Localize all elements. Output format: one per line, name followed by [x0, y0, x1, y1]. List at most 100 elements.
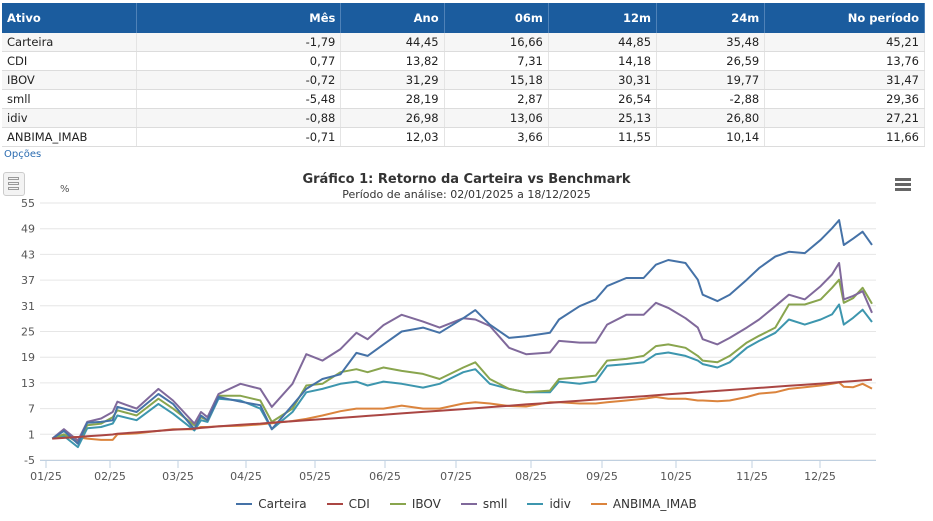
y-tick-label: 55 — [21, 197, 35, 210]
y-tick-label: 13 — [21, 377, 35, 390]
series-line-carteira — [51, 219, 873, 445]
return-value: 30,31 — [548, 70, 658, 90]
asset-name: ANBIMA_IMAB — [2, 127, 138, 147]
options-link[interactable]: Opções — [4, 149, 42, 160]
legend-item-ibov[interactable]: IBOV — [389, 497, 441, 511]
y-tick-label: 25 — [21, 326, 35, 339]
series-line-ibov — [51, 278, 873, 444]
table-row: ANBIMA_IMAB -0,71 12,03 3,66 11,55 10,14 11,66 — [2, 127, 925, 147]
series-line-cdi — [52, 378, 873, 440]
y-tick-label: 7 — [28, 403, 35, 416]
return-value: 0,77 — [136, 51, 342, 71]
chart-menu-button[interactable] — [895, 178, 911, 193]
return-value: -0,72 — [136, 70, 342, 90]
col-ativo[interactable]: Ativo — [2, 3, 138, 33]
col-mes[interactable]: Mês — [136, 3, 342, 33]
asset-name: IBOV — [2, 70, 138, 90]
series-line-idiv — [52, 303, 873, 449]
legend-item-carteira[interactable]: Carteira — [236, 497, 307, 511]
y-axis-unit: % — [60, 184, 70, 195]
x-tick-label: 07/25 — [440, 470, 472, 483]
return-value: 15,18 — [444, 70, 549, 90]
legend-item-idiv[interactable]: idiv — [527, 497, 571, 511]
table-header-row: Ativo Mês Ano 06m 12m 24m No período — [2, 3, 925, 33]
table-row: IBOV -0,72 31,29 15,18 30,31 19,77 31,47 — [2, 70, 925, 90]
col-24m[interactable]: 24m — [656, 3, 766, 33]
return-value: -2,88 — [656, 89, 766, 109]
chart-subtitle: Período de análise: 02/01/2025 a 18/12/2… — [342, 188, 591, 201]
legend-swatch — [326, 503, 343, 505]
return-value: 31,29 — [340, 70, 445, 90]
x-tick-label: 09/25 — [586, 470, 618, 483]
return-value: 26,98 — [340, 108, 445, 128]
return-value: 11,66 — [764, 127, 925, 147]
legend-swatch — [460, 503, 477, 505]
chart-title: Gráfico 1: Retorno da Carteira vs Benchm… — [302, 172, 631, 187]
legend-label: idiv — [549, 497, 571, 511]
return-value: 26,80 — [656, 108, 766, 128]
return-value: 29,36 — [764, 89, 925, 109]
return-value: 27,21 — [764, 108, 925, 128]
x-tick-label: 05/25 — [299, 470, 331, 483]
return-value: -5,48 — [136, 89, 342, 109]
x-tick-label: 02/25 — [94, 470, 126, 483]
legend-swatch — [389, 503, 406, 505]
return-value: 45,21 — [764, 33, 925, 52]
return-value: 12,03 — [340, 127, 445, 147]
legend-swatch — [527, 503, 544, 505]
x-tick-label: 10/25 — [660, 470, 692, 483]
return-value: 3,66 — [444, 127, 549, 147]
legend-label: IBOV — [411, 497, 441, 511]
legend-label: CDI — [348, 497, 370, 511]
legend-swatch — [236, 503, 253, 505]
legend-toggle-button[interactable] — [3, 172, 25, 196]
x-tick-label: 08/25 — [515, 470, 547, 483]
x-tick-label: 03/25 — [162, 470, 194, 483]
return-value: -0,88 — [136, 108, 342, 128]
return-value: 26,54 — [548, 89, 658, 109]
asset-name: idiv — [2, 108, 138, 128]
legend-item-cdi[interactable]: CDI — [326, 497, 370, 511]
legend-item-smll[interactable]: smll — [460, 497, 508, 511]
hamburger-menu-icon — [895, 178, 911, 191]
return-value: 26,59 — [656, 51, 766, 71]
return-value: -1,79 — [136, 33, 342, 52]
return-value: 44,45 — [340, 33, 445, 52]
legend-label: Carteira — [258, 497, 307, 511]
y-tick-label: 49 — [21, 223, 35, 236]
col-12m[interactable]: 12m — [548, 3, 658, 33]
col-ano[interactable]: Ano — [340, 3, 445, 33]
return-value: 13,76 — [764, 51, 925, 71]
return-value: 31,47 — [764, 70, 925, 90]
legend-item-anbima_imab[interactable]: ANBIMA_IMAB — [590, 497, 697, 511]
y-tick-label: 43 — [21, 248, 35, 261]
y-tick-label: -5 — [24, 454, 35, 467]
return-value: 2,87 — [444, 89, 549, 109]
returns-table: Ativo Mês Ano 06m 12m 24m No período Car… — [2, 3, 925, 147]
table-row: smll -5,48 28,19 2,87 26,54 -2,88 29,36 — [2, 89, 925, 109]
chart-legend: Carteira CDI IBOV smll idiv ANBIMA_IMAB — [0, 497, 933, 511]
return-value: 11,55 — [548, 127, 658, 147]
return-value: 16,66 — [444, 33, 549, 52]
return-value: 25,13 — [548, 108, 658, 128]
return-value: 13,06 — [444, 108, 549, 128]
x-tick-label: 01/25 — [30, 470, 62, 483]
col-06m[interactable]: 06m — [444, 3, 549, 33]
return-value: 13,82 — [340, 51, 445, 71]
asset-name: Carteira — [2, 33, 138, 52]
table-row: CDI 0,77 13,82 7,31 14,18 26,59 13,76 — [2, 51, 925, 71]
y-tick-label: 1 — [28, 428, 35, 441]
return-value: 7,31 — [444, 51, 549, 71]
return-value: 19,77 — [656, 70, 766, 90]
x-tick-label: 04/25 — [230, 470, 262, 483]
table-row: Carteira -1,79 44,45 16,66 44,85 35,48 45,21 — [2, 33, 925, 52]
x-tick-label: 11/25 — [736, 470, 768, 483]
return-value: 14,18 — [548, 51, 658, 71]
return-value: 35,48 — [656, 33, 766, 52]
col-no-periodo[interactable]: No período — [764, 3, 925, 33]
legend-swatch — [590, 503, 607, 505]
legend-label: smll — [482, 497, 508, 511]
asset-name: CDI — [2, 51, 138, 71]
return-value: 10,14 — [656, 127, 766, 147]
y-tick-label: 37 — [21, 274, 35, 287]
